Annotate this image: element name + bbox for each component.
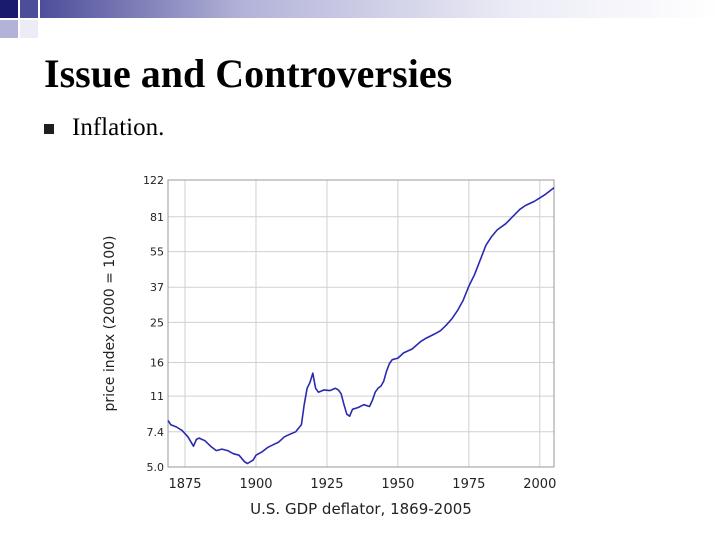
deco-square [0,0,18,18]
x-axis-label: U.S. GDP deflator, 1869-2005 [250,500,472,518]
x-tick-label: 1975 [452,477,485,492]
y-axis-label: price index (2000 = 100) [102,236,118,412]
y-tick-label: 55 [150,246,164,259]
x-tick-label: 1900 [239,477,272,492]
deco-square [20,20,38,38]
y-tick-label: 11 [150,390,164,403]
header-decoration [0,0,720,40]
deco-square [20,0,38,18]
deco-bar [40,0,720,18]
bullet-text: Inflation. [72,114,165,141]
chart-svg: 1875 1900 1925 1950 1975 2000 5.0 7.4 11 16 25 37 55… [102,174,556,518]
x-tick-label: 2000 [523,477,556,492]
y-tick-label: 7.4 [147,426,165,439]
y-tick-label: 37 [150,281,164,294]
y-tick-label: 5.0 [147,461,165,474]
x-tick-label: 1875 [168,477,201,492]
x-tick-label: 1950 [381,477,414,492]
y-tick-label: 81 [150,211,164,224]
slide-title: Issue and Controversies [44,51,453,96]
square-bullet-icon [44,124,54,134]
y-tick-label: 122 [143,174,164,187]
y-tick-label: 16 [150,357,164,370]
deco-square [0,20,18,38]
plot-frame [167,179,555,468]
series-line-gdp-deflator [167,187,555,465]
y-tick-label: 25 [150,316,164,329]
bullet-item: Inflation. [44,114,164,142]
x-tick-label: 1925 [310,477,343,492]
gdp-deflator-chart: 1875 1900 1925 1950 1975 2000 5.0 7.4 11 16 25 37 55… [100,170,570,525]
